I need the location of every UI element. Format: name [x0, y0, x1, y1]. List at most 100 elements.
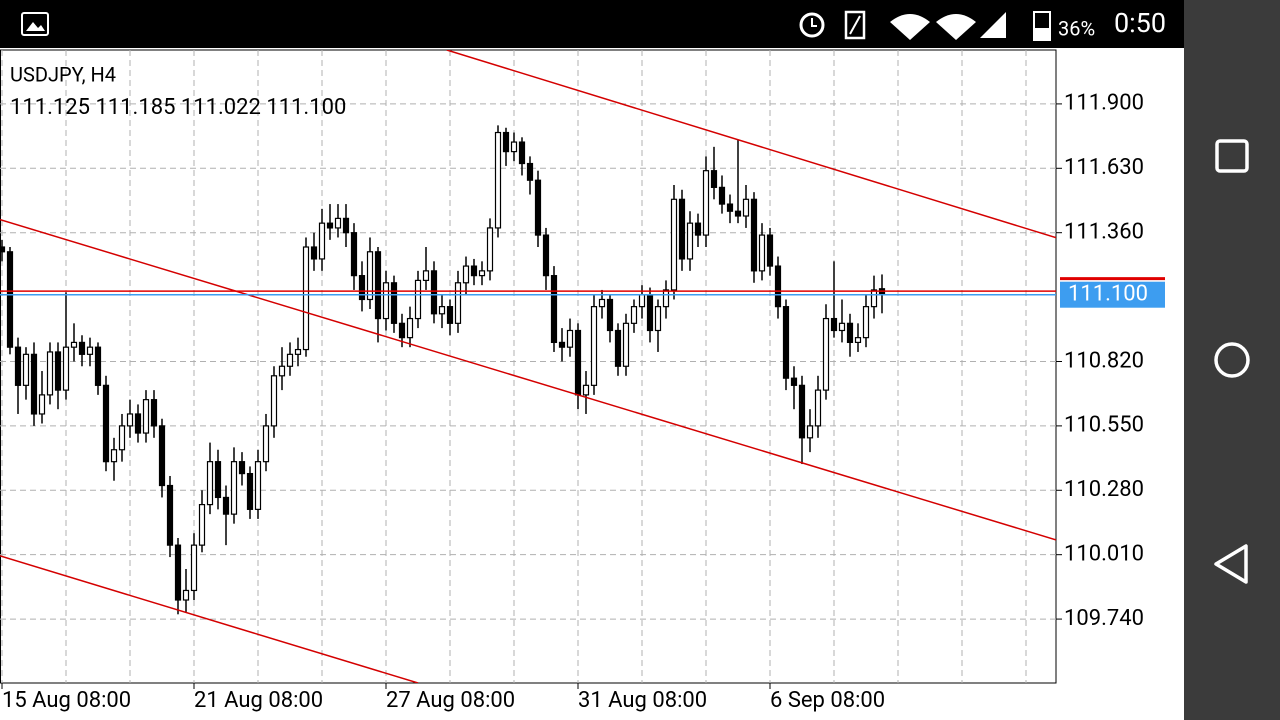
candle-body [718, 186, 726, 205]
x-tick-label: 21 Aug 08:00 [194, 688, 323, 713]
plot-frame [0, 49, 1057, 684]
last-price-label: 111.100 [1068, 282, 1148, 307]
candle-body [142, 399, 150, 434]
candle-body [118, 425, 126, 451]
candle-body [78, 341, 86, 355]
candle-body [126, 413, 134, 427]
candle-body [806, 425, 814, 439]
candle-body [790, 377, 798, 386]
chart-title: USDJPY, H4 [10, 62, 116, 86]
candle-body [502, 131, 510, 153]
candle-body [870, 289, 878, 308]
candle-body [302, 246, 310, 351]
candle-body [862, 306, 870, 339]
candle-body [246, 472, 254, 510]
gallery-icon [21, 12, 49, 36]
candle-body [310, 246, 318, 260]
candle-body [214, 461, 222, 499]
candle-body [166, 484, 174, 546]
candle-body [70, 341, 78, 348]
battery-level: 36% [1058, 16, 1095, 40]
home-button[interactable] [1214, 342, 1250, 378]
x-tick-label: 15 Aug 08:00 [2, 688, 131, 713]
candle-body [54, 351, 62, 391]
candle-body [94, 346, 102, 386]
candle-body [342, 217, 350, 234]
last-price-box [1060, 281, 1165, 308]
y-tick-label: 110.280 [1064, 477, 1144, 502]
candle-body [462, 265, 470, 284]
candle-body [686, 222, 694, 260]
candle-body [134, 413, 142, 434]
trend-line [0, 218, 1056, 541]
candle-body [22, 353, 30, 386]
candle-body [662, 289, 670, 308]
candle-body [0, 246, 6, 253]
candle-body [486, 227, 494, 272]
trend-line [446, 50, 1056, 239]
candle-body [614, 329, 622, 367]
candle-body [86, 346, 94, 355]
candle-body [318, 222, 326, 260]
candle-body [678, 198, 686, 260]
candle-body [262, 425, 270, 463]
candle-body [526, 162, 534, 181]
candle-body [350, 232, 358, 277]
candle-body [102, 384, 110, 463]
candle-body [534, 179, 542, 236]
candle-body [174, 544, 182, 601]
candle-body [518, 141, 526, 165]
candle-body [254, 461, 262, 510]
candle-body [406, 317, 414, 339]
candle-body [606, 298, 614, 332]
back-button[interactable] [1214, 544, 1248, 584]
candle-body [574, 329, 582, 396]
candle-body [774, 265, 782, 308]
candle-body [230, 461, 238, 515]
candle-body [654, 306, 662, 332]
candle-body [798, 384, 806, 439]
trend-line [0, 555, 419, 683]
candle-body [334, 217, 342, 229]
candle-body [110, 449, 118, 463]
candle-body [758, 234, 766, 272]
candle-body [390, 282, 398, 324]
candle-body [206, 461, 214, 506]
candle-body [382, 282, 390, 320]
x-tick-label: 31 Aug 08:00 [578, 688, 707, 713]
y-tick-label: 110.550 [1064, 413, 1144, 438]
candle-body [542, 234, 550, 277]
candle-body [454, 282, 462, 324]
candle-body [494, 131, 502, 229]
candle-body [630, 306, 638, 324]
candle-body [710, 170, 718, 188]
candle-body [646, 294, 654, 332]
candle-body [822, 317, 830, 391]
candle-body [358, 275, 366, 301]
candle-body [622, 322, 630, 367]
candle-body [238, 461, 246, 475]
candle-body [198, 503, 206, 546]
ask-marker [1060, 277, 1165, 281]
candle-body [566, 329, 574, 348]
candle-body [846, 322, 854, 344]
candle-body [278, 365, 286, 377]
candle-body [694, 222, 702, 236]
candle-body [830, 317, 838, 332]
candle-body [838, 322, 846, 332]
x-tick-label: 27 Aug 08:00 [386, 688, 515, 713]
candle-body [398, 322, 406, 339]
candle-body [294, 348, 302, 355]
candle-body [726, 203, 734, 212]
candle-body [30, 353, 38, 415]
candle-body [638, 294, 646, 308]
candle-body [46, 351, 54, 396]
y-tick-label: 111.630 [1064, 155, 1144, 180]
candle-body [742, 198, 750, 217]
clock: 0:50 [1114, 7, 1166, 39]
recents-button[interactable] [1215, 139, 1249, 173]
y-tick-label: 111.360 [1064, 220, 1144, 245]
candle-body [414, 279, 422, 320]
candle-body [446, 306, 454, 324]
